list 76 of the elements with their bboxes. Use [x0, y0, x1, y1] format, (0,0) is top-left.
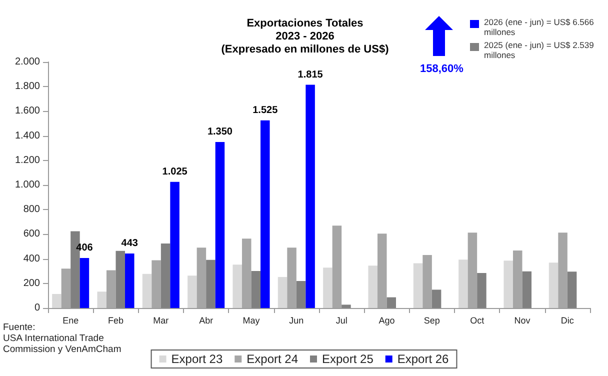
bar: [368, 266, 378, 308]
y-tick-label: 400: [23, 253, 40, 264]
legend-label: Export 23: [171, 352, 223, 366]
y-tick-label: 2.000: [14, 56, 40, 68]
x-tick-label: Jun: [289, 316, 304, 326]
bar: [242, 238, 252, 308]
text: 2025 (ene - jun) = US$ 2.539 millones: [484, 40, 594, 61]
bar: [206, 260, 216, 308]
x-tick-label: May: [242, 316, 260, 326]
x-tick-label: Mar: [153, 316, 169, 326]
x-tick-label: Nov: [514, 316, 531, 326]
bar: [296, 280, 306, 308]
bar: [332, 226, 342, 308]
bar: [196, 248, 206, 308]
bar: [170, 182, 180, 308]
y-tick-label: 1.200: [14, 154, 40, 166]
y-tick-label: 600: [23, 228, 40, 240]
bar: [232, 264, 242, 308]
bar: [432, 290, 442, 308]
data-label: 1.025: [162, 166, 188, 178]
bar: [188, 276, 197, 308]
y-tick-label: 1.400: [14, 130, 40, 142]
bar: [377, 234, 387, 308]
data-label: 1.525: [252, 104, 278, 116]
bar: [278, 277, 288, 308]
y-tick-label: 200: [23, 278, 40, 289]
bar: [342, 304, 351, 308]
x-tick-label: Jul: [336, 316, 348, 326]
bar: [413, 263, 423, 308]
bar: [512, 250, 522, 308]
bar: [567, 272, 577, 308]
bar: [422, 254, 432, 308]
data-label: 1.350: [207, 126, 233, 138]
y-tick-label: 0: [34, 302, 40, 314]
bar: [504, 260, 513, 308]
annotation: 158,60%: [420, 63, 464, 76]
bar: [260, 120, 270, 308]
x-tick-label: Dic: [560, 316, 574, 326]
x-tick-label: Oct: [470, 316, 485, 326]
x-tick-label: Abr: [199, 316, 214, 326]
bar: [548, 262, 558, 308]
x-tick-label: Sep: [424, 316, 440, 326]
bar: [142, 274, 152, 308]
bar: [160, 244, 170, 308]
bar: [97, 292, 106, 308]
bar: [468, 232, 478, 308]
bar: [458, 260, 468, 308]
bar: [522, 271, 532, 308]
data-label: 406: [76, 242, 94, 254]
bar: [386, 297, 396, 308]
bar: [287, 248, 296, 308]
bar: [61, 268, 71, 308]
x-tick-label: Ago: [378, 316, 395, 326]
y-tick-label: 1.800: [14, 81, 40, 92]
legend-label: Export 25: [322, 352, 374, 366]
bar: [558, 232, 568, 308]
legend-label: Export 26: [397, 352, 450, 366]
bar: [306, 84, 315, 308]
bar: [323, 268, 332, 308]
bar: [116, 250, 126, 308]
y-tick-label: 1.600: [14, 106, 40, 117]
chart-title: Exportaciones Totales 2023 - 2026 (Expresado en millones de US$): [221, 18, 390, 56]
data-label: 1.815: [298, 69, 324, 80]
bar: [52, 294, 62, 308]
y-tick-label: 800: [23, 204, 40, 216]
bar: [251, 270, 261, 308]
bar: [152, 260, 161, 308]
text: 2026 (ene - jun) = US$ 6.566 millones: [484, 17, 594, 38]
y-tick-label: 1.000: [14, 180, 40, 190]
bar: [125, 254, 134, 308]
bar: [106, 270, 116, 308]
legend-label: Export 24: [246, 352, 298, 366]
data-label: 443: [121, 238, 138, 250]
bar: [477, 272, 486, 308]
bar: [80, 258, 90, 308]
bar: [215, 142, 225, 308]
